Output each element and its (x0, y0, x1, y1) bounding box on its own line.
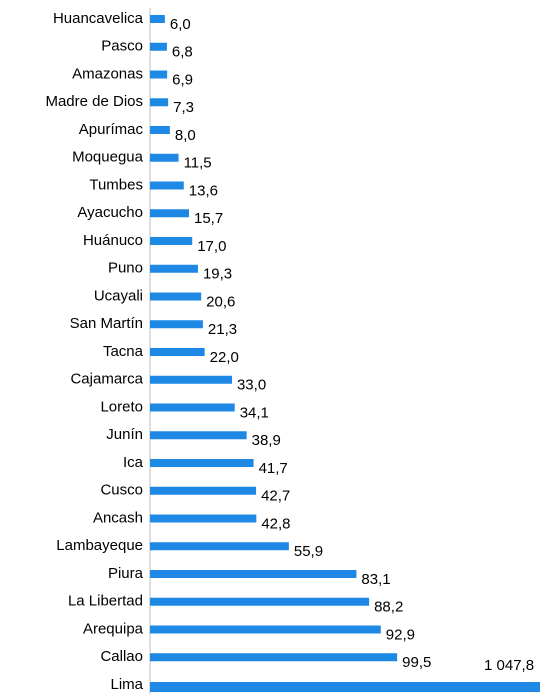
value-label: 17,0 (197, 238, 226, 255)
bar (150, 209, 189, 218)
value-label: 8,0 (175, 127, 196, 144)
value-label: 41,7 (259, 460, 288, 477)
value-label: 20,6 (206, 293, 235, 310)
category-label: Ayacucho (77, 204, 143, 221)
value-label: 13,6 (189, 182, 218, 199)
bar (150, 682, 540, 692)
category-label: Loreto (100, 398, 143, 415)
category-label: Ucayali (94, 287, 143, 304)
bar (150, 486, 257, 495)
value-label: 83,1 (361, 571, 390, 588)
bar (150, 431, 247, 440)
bar (150, 15, 165, 23)
value-label: 6,9 (172, 71, 193, 88)
category-label: Apurímac (79, 121, 144, 138)
category-label: Puno (108, 260, 143, 277)
category-label: Madre de Dios (45, 93, 143, 110)
value-label: 15,7 (194, 210, 223, 227)
value-label: 55,9 (294, 543, 323, 560)
bar (150, 375, 232, 384)
category-label: Piura (108, 565, 144, 582)
bar (150, 237, 193, 245)
value-label: 22,0 (210, 349, 239, 366)
bar (150, 597, 370, 606)
category-label: Tacna (103, 343, 144, 360)
category-label: Callao (100, 648, 143, 665)
category-label: Ica (123, 454, 144, 471)
bar (150, 542, 289, 551)
bar (150, 653, 398, 662)
value-label: 1 047,8 (484, 657, 534, 674)
value-label: 6,0 (170, 16, 191, 33)
bar (150, 514, 257, 523)
category-label: La Libertad (68, 593, 143, 610)
bar (150, 625, 381, 634)
value-label: 7,3 (173, 99, 194, 116)
value-label: 33,0 (237, 377, 266, 394)
value-label: 42,8 (261, 515, 290, 532)
category-label: San Martín (70, 315, 143, 332)
category-label: Tumbes (89, 176, 143, 193)
bar (150, 153, 179, 162)
bar (150, 70, 168, 79)
bar (150, 348, 205, 356)
category-label: Huánuco (83, 232, 143, 249)
value-label: 6,8 (172, 44, 193, 61)
category-label: Ancash (93, 509, 143, 526)
bar (150, 459, 254, 467)
category-label: Pasco (101, 38, 143, 55)
bar (150, 292, 202, 301)
value-label: 21,3 (208, 321, 237, 338)
value-label: 99,5 (402, 654, 431, 671)
category-label: Amazonas (72, 65, 143, 82)
category-label: Cusco (100, 482, 143, 499)
category-label: Arequipa (83, 620, 144, 637)
bar (150, 403, 235, 412)
value-label: 88,2 (374, 599, 403, 616)
bar (150, 181, 184, 190)
bar (150, 42, 167, 51)
bar (150, 126, 170, 134)
value-label: 11,5 (184, 155, 212, 172)
value-label: 92,9 (386, 626, 415, 643)
bar (150, 98, 169, 107)
category-label: Lambayeque (56, 537, 143, 554)
value-label: 34,1 (240, 404, 269, 421)
value-label: 42,7 (261, 488, 290, 505)
category-label: Cajamarca (70, 371, 143, 388)
value-label: 38,9 (252, 432, 281, 449)
category-label: Moquegua (72, 149, 144, 166)
category-label: Junín (106, 426, 143, 443)
bar (150, 570, 357, 578)
bar (150, 264, 198, 273)
category-label: Huancavelica (53, 10, 144, 27)
category-label: Lima (110, 676, 143, 693)
bar (150, 320, 203, 329)
value-label: 19,3 (203, 266, 232, 283)
